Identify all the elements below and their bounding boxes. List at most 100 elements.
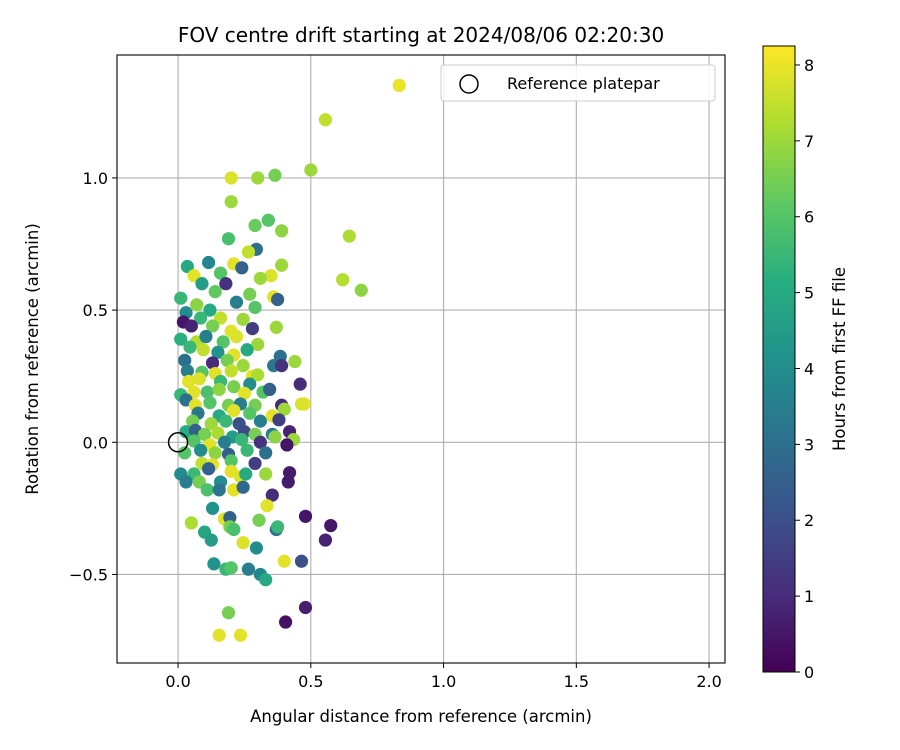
data-point bbox=[259, 467, 273, 481]
data-point bbox=[249, 541, 263, 555]
data-point bbox=[236, 536, 250, 550]
data-point bbox=[179, 475, 193, 489]
data-point bbox=[208, 284, 222, 299]
data-point bbox=[253, 271, 267, 285]
data-point bbox=[336, 273, 350, 287]
data-point bbox=[208, 446, 222, 460]
data-point bbox=[211, 426, 225, 440]
data-point bbox=[342, 229, 356, 243]
data-point bbox=[194, 311, 208, 325]
data-point bbox=[205, 319, 220, 333]
data-point bbox=[264, 269, 278, 283]
colorbar-tick-label: 3 bbox=[804, 435, 814, 454]
data-point bbox=[235, 433, 249, 447]
data-points bbox=[167, 78, 406, 642]
data-point bbox=[203, 303, 217, 317]
data-point bbox=[271, 520, 285, 534]
x-tick-label: 1.0 bbox=[431, 672, 456, 691]
data-point bbox=[392, 78, 406, 92]
data-point bbox=[237, 386, 252, 400]
y-tick-label: −0.5 bbox=[69, 565, 108, 584]
data-point bbox=[236, 312, 250, 326]
data-point bbox=[219, 414, 233, 428]
data-point bbox=[275, 224, 289, 238]
x-tick-label: 1.5 bbox=[564, 672, 589, 691]
data-point bbox=[224, 561, 238, 575]
data-point bbox=[194, 443, 208, 457]
data-point bbox=[183, 340, 197, 354]
data-point bbox=[224, 454, 238, 468]
data-point bbox=[248, 456, 262, 471]
colorbar-tick-label: 5 bbox=[804, 284, 814, 303]
colorbar bbox=[762, 45, 796, 673]
data-point bbox=[198, 427, 212, 441]
data-point bbox=[240, 343, 254, 357]
data-point bbox=[211, 345, 225, 359]
data-point bbox=[265, 488, 279, 502]
data-point bbox=[251, 368, 265, 382]
data-point bbox=[275, 359, 289, 373]
data-point bbox=[199, 329, 213, 344]
colorbar-tick-label: 8 bbox=[804, 56, 814, 75]
data-point bbox=[221, 606, 236, 620]
data-point bbox=[259, 446, 273, 460]
x-axis-ticks: 0.0 0.5 1.0 1.5 2.0 bbox=[165, 663, 722, 691]
data-point bbox=[260, 499, 274, 513]
x-tick-label: 0.5 bbox=[298, 672, 323, 691]
y-tick-label: 0.5 bbox=[83, 301, 108, 320]
plot-frame bbox=[116, 54, 726, 664]
data-point bbox=[190, 298, 204, 312]
data-point bbox=[227, 522, 241, 537]
data-point bbox=[268, 168, 282, 182]
colorbar-ticks: 0 1 2 3 4 5 6 7 8 bbox=[795, 56, 814, 682]
data-point bbox=[200, 483, 214, 497]
data-point bbox=[275, 258, 289, 272]
data-point bbox=[205, 501, 220, 515]
data-point bbox=[280, 438, 294, 452]
legend: Reference platepar bbox=[440, 64, 716, 102]
data-point bbox=[224, 171, 238, 185]
data-point bbox=[271, 292, 285, 307]
legend-box bbox=[440, 64, 716, 102]
data-point bbox=[224, 364, 238, 378]
data-point bbox=[243, 406, 257, 420]
data-point bbox=[298, 600, 313, 615]
data-point bbox=[253, 414, 267, 428]
data-point bbox=[203, 396, 217, 410]
colorbar-tick-label: 4 bbox=[804, 359, 814, 378]
data-point bbox=[236, 359, 250, 373]
data-point bbox=[221, 232, 236, 246]
data-point bbox=[263, 382, 277, 396]
colorbar-tick-label: 2 bbox=[804, 511, 814, 530]
data-point bbox=[272, 413, 286, 427]
data-point bbox=[178, 446, 192, 460]
data-point bbox=[217, 435, 232, 449]
data-point bbox=[196, 343, 210, 357]
data-point bbox=[187, 434, 201, 448]
data-point bbox=[180, 259, 194, 274]
data-point bbox=[213, 266, 228, 280]
data-point bbox=[241, 245, 256, 259]
data-point bbox=[248, 218, 262, 233]
data-point bbox=[235, 261, 249, 275]
x-axis-label: Angular distance from reference (arcmin) bbox=[250, 707, 592, 726]
data-point bbox=[229, 329, 244, 344]
data-point bbox=[202, 462, 216, 476]
data-point bbox=[178, 353, 192, 367]
data-point bbox=[248, 300, 262, 315]
data-point bbox=[241, 562, 256, 576]
data-point bbox=[212, 483, 226, 497]
data-point bbox=[195, 277, 209, 291]
data-point bbox=[318, 113, 333, 127]
data-point bbox=[324, 518, 338, 533]
data-point bbox=[253, 435, 267, 449]
data-point bbox=[288, 355, 302, 369]
data-point bbox=[354, 283, 368, 297]
data-point bbox=[251, 171, 265, 185]
data-point bbox=[204, 417, 218, 431]
data-point bbox=[261, 213, 275, 227]
data-point bbox=[216, 335, 230, 349]
data-point bbox=[200, 385, 214, 399]
data-point bbox=[281, 475, 295, 489]
